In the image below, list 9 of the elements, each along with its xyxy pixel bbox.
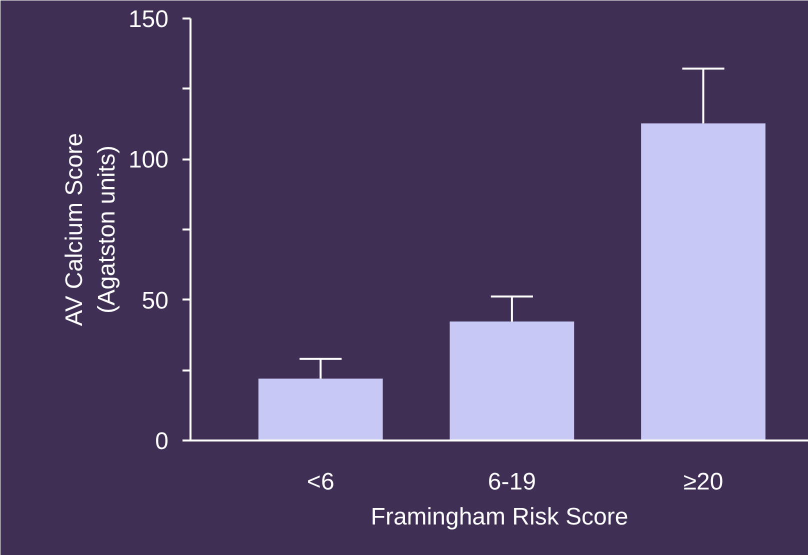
x-tick-label: ≥20 bbox=[683, 468, 724, 496]
x-tick-label: <6 bbox=[306, 468, 334, 496]
y-tick-label: 50 bbox=[142, 287, 169, 314]
y-tick-label: 0 bbox=[155, 428, 169, 455]
y-tick-label: 150 bbox=[128, 6, 169, 33]
x-axis-title: Framingham Risk Score bbox=[370, 504, 628, 530]
y-axis-title: AV Calcium Score (Agatston units) bbox=[61, 133, 120, 326]
x-tick-label: 6-19 bbox=[488, 468, 536, 496]
y-tick-label: 100 bbox=[128, 146, 169, 174]
